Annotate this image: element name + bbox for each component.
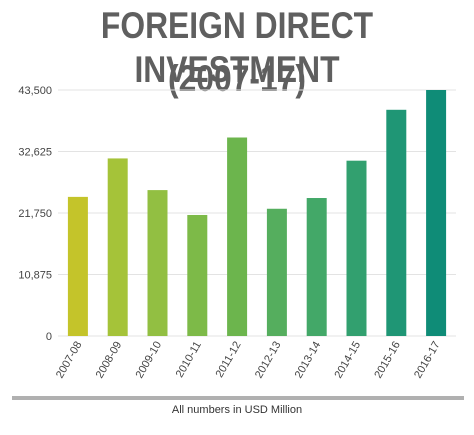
x-tick-label: 2009-10 — [134, 340, 165, 381]
y-tick-label: 10,875 — [18, 270, 52, 282]
y-tick-label: 43,500 — [18, 85, 52, 97]
x-tick-label: 2013-14 — [293, 340, 324, 381]
bars — [67, 90, 447, 336]
x-tick-label: 2008-09 — [94, 340, 125, 381]
footer-divider — [12, 396, 464, 400]
bar — [306, 198, 327, 336]
bar — [266, 208, 287, 336]
x-tick-label: 2011-12 — [214, 340, 244, 380]
bar — [386, 109, 407, 336]
chart-title-line-2: (2007-17) — [168, 58, 306, 99]
x-tick-label: 2007-08 — [54, 340, 85, 381]
bar — [147, 190, 168, 336]
bar — [67, 196, 88, 336]
bar — [346, 160, 367, 336]
bar-chart: 0 10,875 21,750 32,625 43,500 2007-08 2008-09… — [18, 85, 456, 381]
x-tick-label: 2010-11 — [174, 340, 204, 380]
x-tick-label: 2015-16 — [372, 340, 403, 381]
bar — [426, 90, 447, 336]
x-tick-label: 2014-15 — [333, 340, 364, 381]
y-axis-ticks: 0 10,875 21,750 32,625 43,500 — [18, 85, 52, 343]
y-tick-label: 0 — [46, 331, 52, 343]
bar — [187, 214, 208, 336]
bar — [227, 137, 248, 336]
y-tick-label: 32,625 — [18, 147, 52, 159]
x-tick-label: 2012-13 — [253, 340, 284, 381]
bar — [107, 158, 128, 336]
chart-title-line-1: FOREIGN DIRECT INVESTMENT — [100, 5, 374, 90]
y-tick-label: 21,750 — [18, 208, 52, 220]
footer-caption: All numbers in USD Million — [171, 404, 303, 416]
x-axis-ticks: 2007-08 2008-09 2009-10 2010-11 2011-12 2012-… — [54, 340, 443, 381]
x-tick-label: 2016-17 — [412, 340, 443, 381]
